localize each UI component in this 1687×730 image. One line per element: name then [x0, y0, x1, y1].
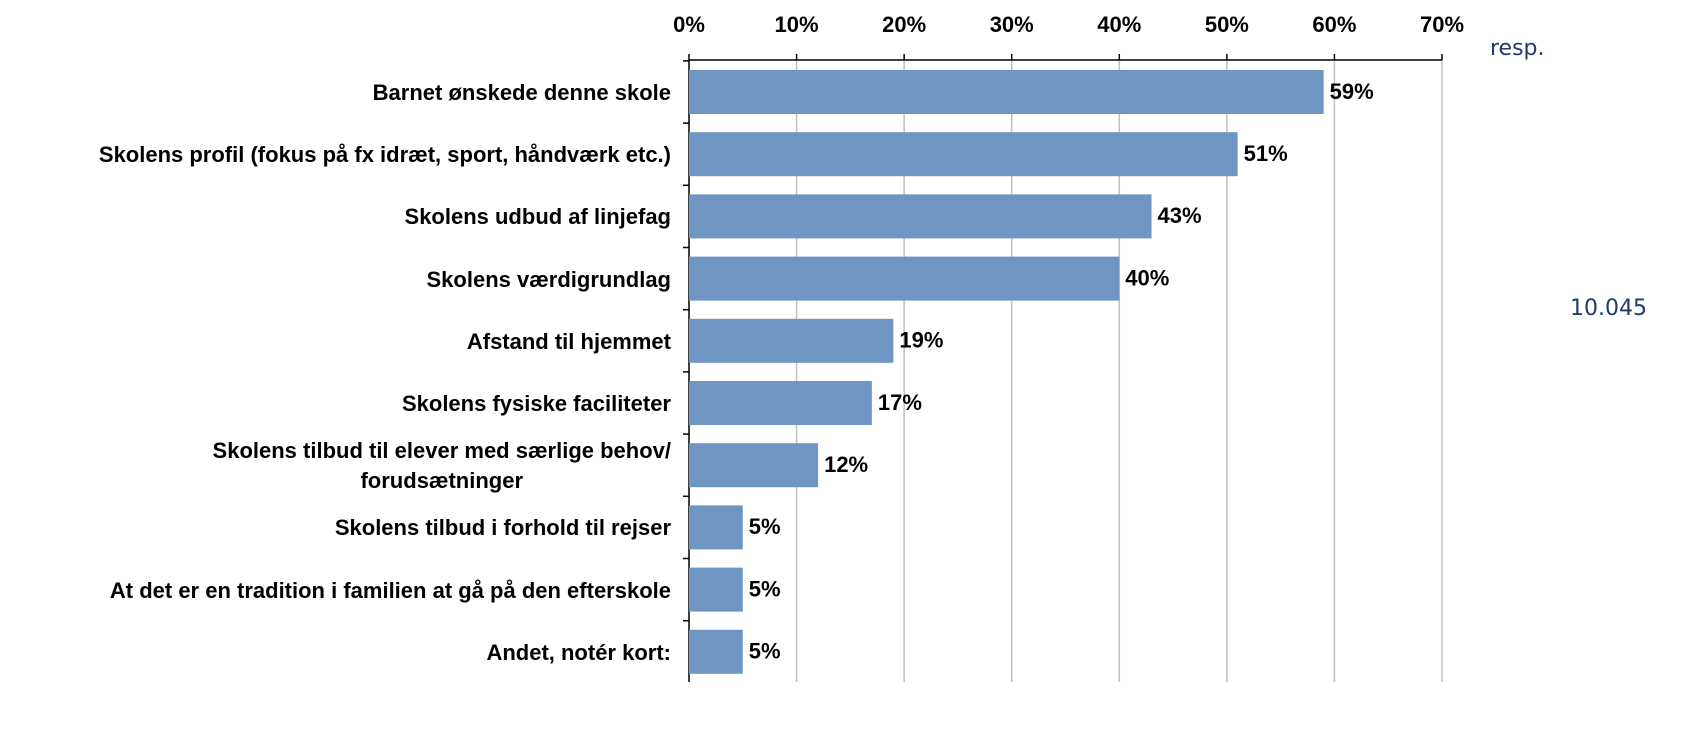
value-label: 19% [899, 328, 943, 353]
bar [689, 318, 894, 363]
value-label: 5% [749, 576, 781, 601]
category-label: Andet, notér kort: [486, 639, 671, 665]
x-tick-label: 0% [673, 12, 705, 37]
category-label: Afstand til hjemmet [466, 328, 671, 354]
category-label: At det er en tradition i familien at gå … [109, 577, 671, 603]
value-label: 51% [1244, 141, 1288, 166]
bar [689, 256, 1120, 301]
value-label: 59% [1330, 79, 1374, 104]
annotation: 10.045 [1570, 296, 1647, 321]
category-label: Skolens profil (fokus på fx idræt, sport… [98, 142, 671, 168]
value-label: 17% [878, 390, 922, 415]
category-label: Skolens fysiske faciliteter [401, 391, 671, 416]
value-label: 5% [749, 639, 781, 664]
bar [689, 629, 743, 674]
category-label: Skolens værdigrundlag [426, 266, 672, 292]
value-label: 12% [824, 452, 868, 477]
value-label: 43% [1158, 203, 1202, 228]
x-tick-label: 30% [990, 12, 1034, 37]
bar [689, 443, 819, 488]
category-label: Skolens tilbud til elever med særlige be… [212, 438, 671, 494]
x-tick-label: 60% [1312, 12, 1356, 37]
value-label: 40% [1125, 265, 1169, 290]
bar [689, 505, 743, 550]
x-tick-label: 20% [882, 12, 926, 37]
x-tick-label: 70% [1420, 12, 1464, 37]
annotation: resp. [1490, 36, 1545, 61]
category-label: Barnet ønskede denne skole [372, 80, 671, 105]
category-label: Skolens udbud af linjefag [404, 204, 671, 230]
value-label: 5% [749, 514, 781, 539]
bar [689, 70, 1324, 114]
x-tick-label: 50% [1205, 12, 1249, 37]
bar [689, 132, 1238, 177]
category-label: Skolens tilbud i forhold til rejser [334, 515, 671, 541]
x-tick-label: 10% [775, 12, 819, 37]
bar [689, 381, 872, 425]
bar [689, 194, 1152, 239]
x-tick-label: 40% [1097, 12, 1141, 37]
bar [689, 567, 743, 612]
